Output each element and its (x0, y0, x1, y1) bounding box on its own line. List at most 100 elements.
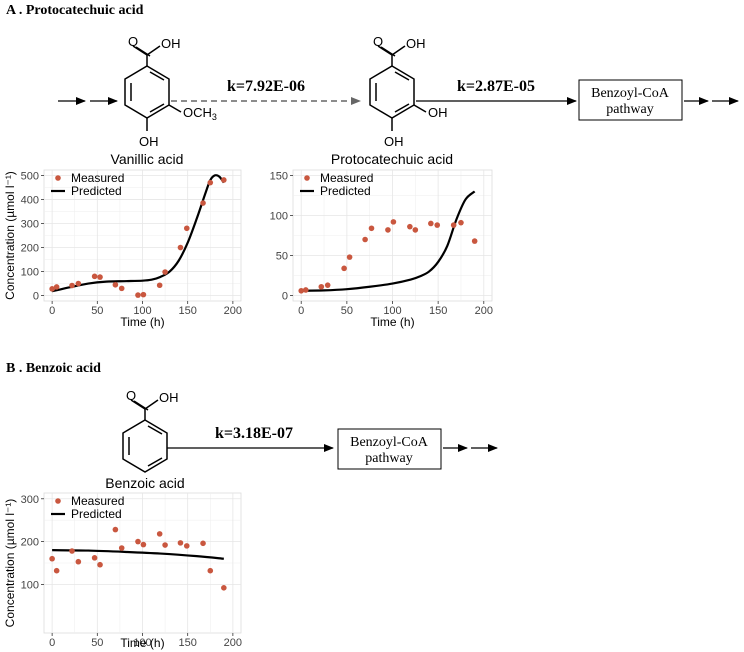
predicted-line (51, 174, 225, 293)
measured-point (140, 291, 147, 298)
benzoic-carbonyl-o: O (126, 388, 136, 403)
protocatechuic-acid-label: Protocatechuic acid (331, 151, 453, 167)
y-tick-label: 400 (21, 194, 39, 206)
proto-para-oh: OH (384, 134, 404, 149)
measured-point (118, 285, 125, 292)
measured-point (162, 269, 168, 275)
y-tick-label: 0 (33, 291, 39, 303)
x-tick-label: 0 (49, 637, 55, 649)
measured-point (75, 280, 82, 287)
chart-protocatechuic-acid: 0 50 100 150 200 0 50 100 150 Time (h) MeasuredPre… (270, 169, 493, 329)
chart-benzoic-acid: 0 50 100 150 200 100 200 300 Time (h) Concentrati… (3, 492, 242, 650)
legend-measured-swatch (55, 175, 61, 181)
x-tick-label: 200 (224, 637, 242, 649)
measured-point (135, 538, 141, 545)
benzoic-cooh-oh: OH (159, 390, 179, 405)
vanillic-carbonyl-o: O (128, 34, 138, 49)
y-tick-label: 100 (21, 579, 39, 591)
measured-point (69, 282, 75, 289)
measured-point (177, 540, 184, 546)
measured-point (471, 238, 478, 244)
proto-meta-oh: OH (428, 105, 448, 120)
benzoyl-coa-b-line2: pathway (365, 451, 412, 466)
legend-measured-swatch (304, 175, 310, 181)
measured-point (207, 567, 214, 574)
x-tick-label: 50 (91, 637, 103, 649)
benzoyl-coa-a-line1: Benzoyl-CoA (591, 86, 670, 101)
legend-label: Measured (71, 494, 124, 508)
y-tick-label: 100 (21, 267, 39, 279)
y-axis-label: Concentration (µmol l⁻¹) (3, 499, 17, 628)
rate-constant-b: k=3.18E-07 (215, 425, 293, 442)
chart-vanillic-acid: 0 50 100 150 200 0 100 200 300 400 500 Time (h) Conc… (3, 169, 242, 329)
y-tick-label: 150 (270, 170, 288, 182)
predicted-line (52, 549, 224, 560)
measured-point (434, 222, 441, 228)
y-tick-label: 100 (270, 210, 288, 222)
measured-point (385, 227, 391, 233)
measured-point (207, 179, 214, 186)
x-tick-label: 100 (383, 305, 401, 317)
proto-carbonyl-o: O (373, 34, 383, 49)
measured-point (183, 543, 190, 549)
measured-point (91, 273, 98, 280)
panel-a-title: A . Protocatechuic acid (6, 3, 144, 18)
measured-point (407, 223, 413, 230)
measured-point (458, 219, 464, 226)
y-tick-label: 200 (21, 243, 39, 255)
legend-label: Predicted (71, 507, 122, 521)
measured-point (97, 274, 103, 280)
x-tick-label: 150 (179, 637, 197, 649)
vanillic-methoxy: OCH3 (183, 105, 217, 122)
x-tick-label: 200 (224, 305, 242, 317)
measured-point (221, 177, 227, 183)
measured-point (200, 540, 206, 547)
measured-point (318, 283, 325, 290)
measured-point (346, 254, 353, 260)
vanillic-cooh-oh: OH (161, 36, 181, 51)
measured-point (91, 555, 98, 561)
measured-point (118, 545, 125, 551)
y-tick-label: 200 (21, 537, 39, 549)
measured-point (53, 567, 60, 574)
rate-constant-2: k=2.87E-05 (457, 78, 535, 95)
measured-point (112, 526, 119, 533)
measured-point (390, 219, 397, 225)
measured-point (221, 585, 227, 591)
x-tick-label: 50 (341, 305, 353, 317)
measured-point (97, 561, 103, 568)
benzoyl-coa-box-b (337, 428, 442, 470)
measured-point (200, 200, 206, 206)
protocatechuic-acid-structure (369, 45, 427, 131)
rate-constant-1: k=7.92E-06 (227, 78, 305, 95)
measured-point (135, 292, 141, 298)
x-tick-label: 200 (475, 305, 493, 317)
benzoic-acid-label: Benzoic acid (105, 475, 184, 491)
measured-point (177, 244, 184, 251)
measured-point (341, 265, 347, 272)
predicted-line (301, 190, 476, 292)
x-axis-label: Time (h) (120, 636, 164, 650)
measured-point (368, 225, 375, 232)
measured-point (450, 222, 457, 228)
measured-point (183, 225, 190, 232)
benzoyl-coa-b-line1: Benzoyl-CoA (350, 435, 429, 450)
x-tick-label: 150 (179, 305, 197, 317)
measured-point (75, 558, 82, 565)
measured-point (156, 531, 163, 537)
measured-point (298, 287, 305, 294)
benzoyl-coa-a-line2: pathway (606, 102, 653, 117)
x-tick-label: 100 (133, 305, 151, 317)
proto-cooh-oh: OH (406, 36, 426, 51)
legend-label: Measured (71, 171, 124, 185)
measured-point (112, 281, 119, 288)
measured-point (302, 287, 309, 293)
measured-point (69, 548, 75, 554)
measured-point (324, 282, 331, 288)
x-tick-label: 100 (133, 637, 151, 649)
x-tick-label: 50 (91, 305, 103, 317)
legend-label: Predicted (320, 184, 371, 198)
panel-b-title: B . Benzoic acid (6, 361, 101, 376)
legend-label: Predicted (71, 184, 122, 198)
